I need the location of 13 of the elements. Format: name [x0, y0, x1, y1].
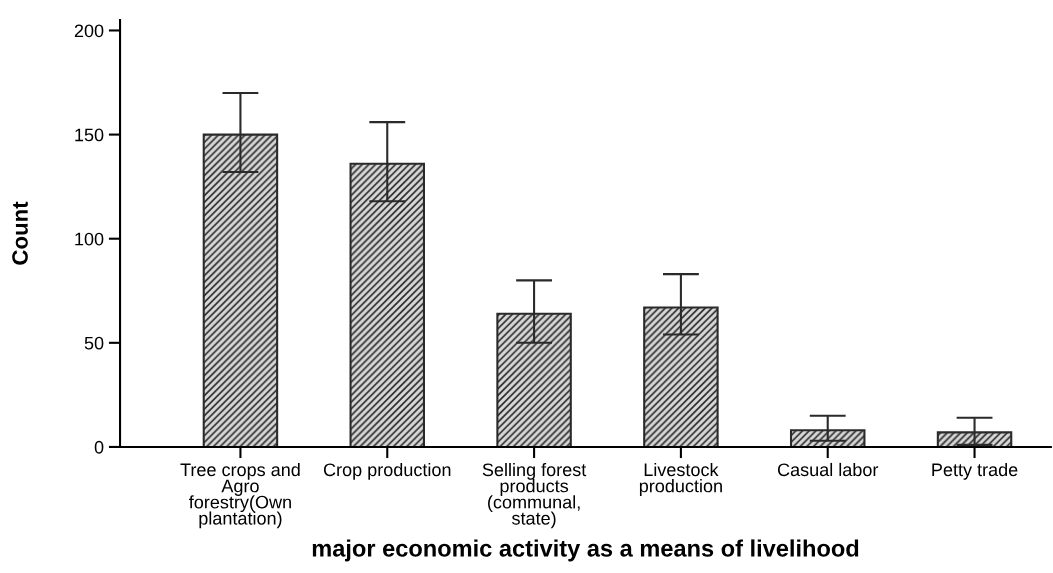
x-tick-label: Selling forest products (communal, state)	[482, 462, 587, 529]
x-tick-label: Casual labor	[777, 462, 879, 477]
y-tick-label: 50	[84, 336, 104, 350]
x-tick-label: Petty trade	[932, 462, 1018, 480]
y-axis-title: Count	[12, 201, 28, 265]
x-tick-label: Livestock production	[639, 462, 722, 496]
x-axis-title: major economic activity as a means of livelihood	[312, 539, 859, 562]
y-tick-label: 0	[94, 440, 104, 454]
y-tick-label: 150	[75, 128, 104, 142]
x-tick-label: Tree crops and Agro forestry(Own plantation)	[180, 462, 300, 529]
x-tick-label: Crop production	[323, 462, 451, 480]
y-tick-label: 200	[74, 24, 104, 38]
y-tick-label: 100	[75, 232, 104, 246]
